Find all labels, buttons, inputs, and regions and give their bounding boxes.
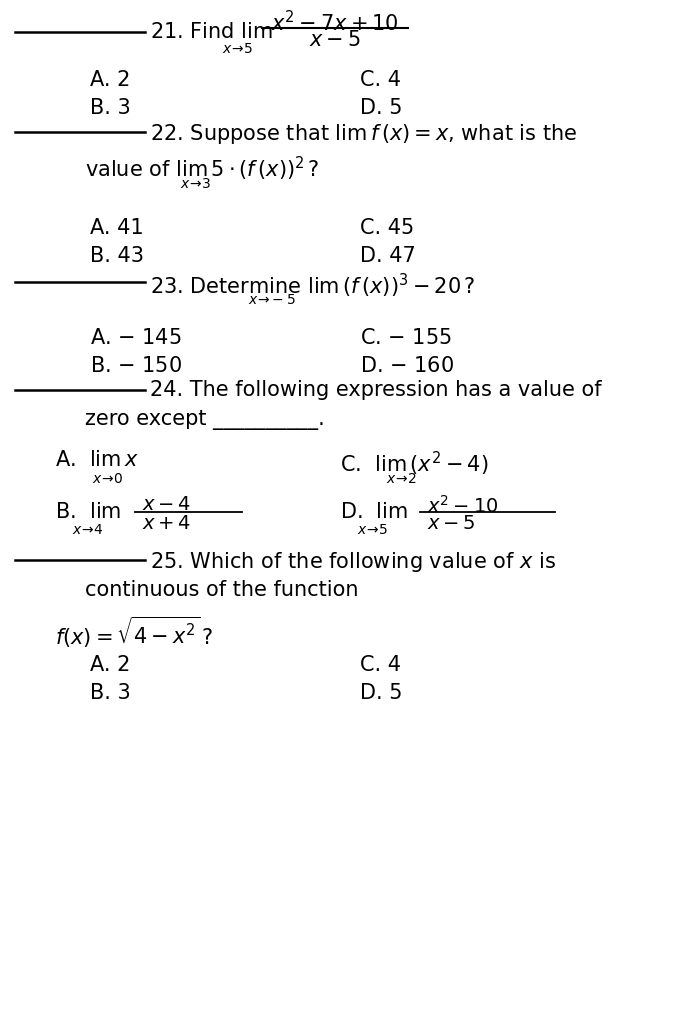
Text: $x - 4$: $x - 4$ [142, 495, 191, 514]
Text: A. 41: A. 41 [90, 218, 144, 238]
Text: 24. The following expression has a value of: 24. The following expression has a value… [150, 380, 601, 400]
Text: $x\!\to\!3$: $x\!\to\!3$ [180, 177, 211, 191]
Text: D.  $\lim$: D. $\lim$ [340, 502, 408, 522]
Text: $x - 5$: $x - 5$ [309, 30, 361, 50]
Text: B. 43: B. 43 [90, 246, 144, 266]
Text: $x + 4$: $x + 4$ [142, 514, 191, 533]
Text: B. 3: B. 3 [90, 683, 131, 703]
Text: $x^2 - 10$: $x^2 - 10$ [427, 495, 498, 517]
Text: $x\!\to\!2$: $x\!\to\!2$ [386, 472, 417, 486]
Text: $x\!\to\!-5$: $x\!\to\!-5$ [248, 293, 295, 307]
Text: $x^2 - 7x + 10$: $x^2 - 7x + 10$ [271, 10, 399, 35]
Text: $f(x) = \sqrt{4 - x^2}\,?$: $f(x) = \sqrt{4 - x^2}\,?$ [55, 615, 213, 650]
Text: C. $-$ 155: C. $-$ 155 [360, 328, 452, 348]
Text: D. 5: D. 5 [360, 683, 403, 703]
Text: $x\!\to\!4$: $x\!\to\!4$ [72, 523, 103, 537]
Text: 22. Suppose that $\lim\, f\,(x) = x$, what is the: 22. Suppose that $\lim\, f\,(x) = x$, wh… [150, 122, 577, 146]
Text: C. 4: C. 4 [360, 70, 401, 90]
Text: A. 2: A. 2 [90, 70, 130, 90]
Text: C.  $\lim\,(x^2-4)$: C. $\lim\,(x^2-4)$ [340, 450, 489, 478]
Text: 23. Determine $\lim\,(f\,(x))^3 - 20\,?$: 23. Determine $\lim\,(f\,(x))^3 - 20\,?$ [150, 272, 475, 300]
Text: A.  $\lim\, x$: A. $\lim\, x$ [55, 450, 139, 470]
Text: D. $-$ 160: D. $-$ 160 [360, 356, 454, 376]
Text: 21. Find $\lim$: 21. Find $\lim$ [150, 22, 273, 42]
Text: zero except __________.: zero except __________. [85, 410, 325, 430]
Text: C. 4: C. 4 [360, 655, 401, 675]
Text: D. 5: D. 5 [360, 98, 403, 118]
Text: B. $-$ 150: B. $-$ 150 [90, 356, 182, 376]
Text: $x\!\to\!5$: $x\!\to\!5$ [357, 523, 388, 537]
Text: B.  $\lim$: B. $\lim$ [55, 502, 121, 522]
Text: A. $-$ 145: A. $-$ 145 [90, 328, 181, 348]
Text: A. 2: A. 2 [90, 655, 130, 675]
Text: C. 45: C. 45 [360, 218, 415, 238]
Text: continuous of the function: continuous of the function [85, 580, 358, 600]
Text: 25. Which of the following value of $x$ is: 25. Which of the following value of $x$ … [150, 550, 556, 574]
Text: value of $\lim\, 5\cdot(f\,(x))^2\,?$: value of $\lim\, 5\cdot(f\,(x))^2\,?$ [85, 155, 320, 183]
Text: $x\!\to\!0$: $x\!\to\!0$ [92, 472, 123, 486]
Text: $x - 5$: $x - 5$ [427, 514, 475, 533]
Text: B. 3: B. 3 [90, 98, 131, 118]
Text: D. 47: D. 47 [360, 246, 416, 266]
Text: $x\!\to\!5$: $x\!\to\!5$ [222, 42, 253, 56]
